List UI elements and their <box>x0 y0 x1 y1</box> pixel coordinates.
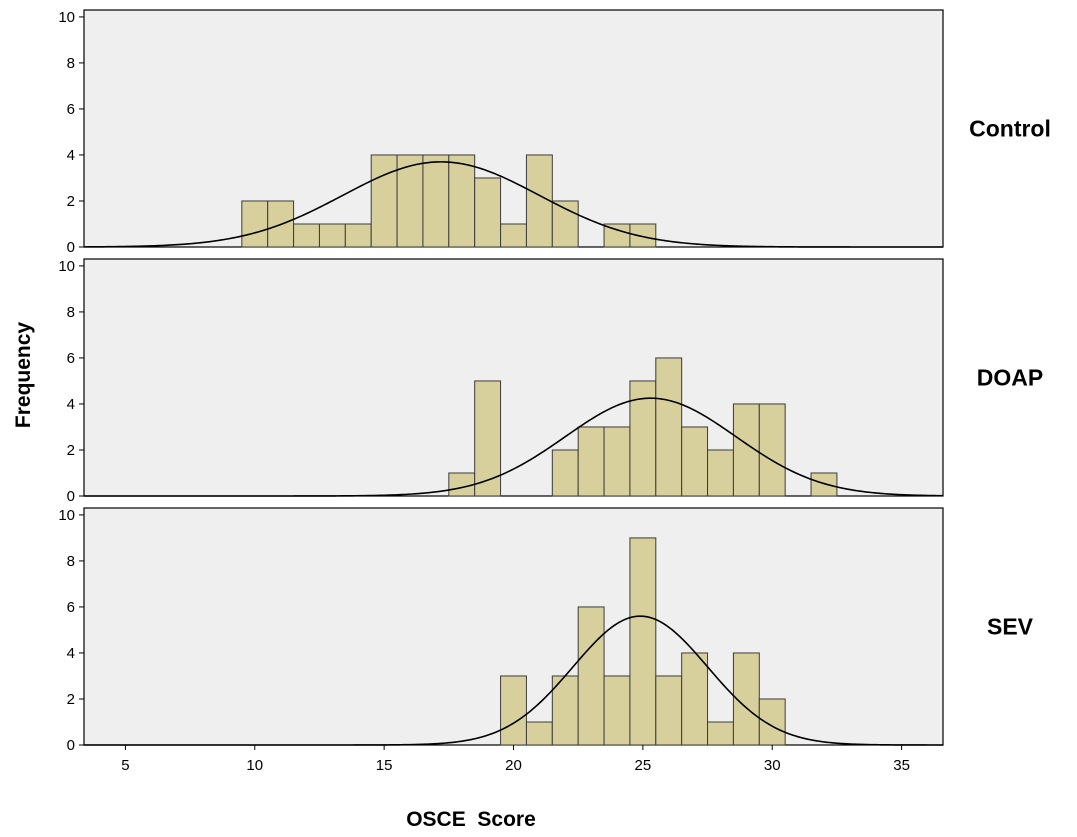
y-tick-label: 10 <box>58 9 75 26</box>
histogram-bar <box>810 472 838 497</box>
histogram-bar <box>707 449 734 497</box>
panel-control: 0 2 4 6 8 10 Control <box>58 9 1051 256</box>
y-tick-label: 0 <box>67 239 75 256</box>
y-tick-label: 4 <box>67 396 75 413</box>
x-tick-label: 25 <box>635 757 652 774</box>
y-tick-label: 0 <box>67 737 75 754</box>
x-tick-label: 35 <box>893 757 910 774</box>
y-tick-label: 10 <box>58 258 75 275</box>
y-tick-label: 4 <box>67 645 75 662</box>
histogram-bar <box>474 177 502 248</box>
histogram-bar <box>500 675 527 746</box>
y-tick-label: 6 <box>67 350 75 367</box>
normal-curve <box>83 161 943 248</box>
histogram-bar <box>293 223 320 248</box>
normal-curve <box>84 615 943 746</box>
y-tick-label: 8 <box>67 553 75 570</box>
histogram-bar <box>500 223 527 248</box>
histogram-bar <box>603 675 631 746</box>
normal-curve <box>84 397 944 497</box>
y-tick-label: 2 <box>67 691 75 708</box>
histogram-bar <box>448 154 476 248</box>
histogram-bar <box>655 675 683 746</box>
y-tick-label: 6 <box>67 599 75 616</box>
histogram-bar <box>422 154 450 248</box>
y-tick-label: 10 <box>58 507 75 524</box>
histogram-bar <box>603 426 631 497</box>
histogram-bar <box>629 537 657 746</box>
x-tick-label: 5 <box>121 757 129 774</box>
y-tick-label: 0 <box>67 488 75 505</box>
histogram-bar <box>525 721 553 746</box>
histogram-bar <box>318 223 346 248</box>
histogram-bar <box>551 449 579 497</box>
panel-background <box>83 258 944 497</box>
y-tick-label: 4 <box>67 147 75 164</box>
histogram-bar <box>758 698 786 746</box>
y-axis-title: Frequency <box>12 322 35 429</box>
y-tick-label: 8 <box>67 304 75 321</box>
y-tick-label: 2 <box>67 442 75 459</box>
histogram-bar <box>655 357 683 497</box>
x-tick-label: 15 <box>376 757 393 774</box>
histogram-bar <box>241 200 269 248</box>
histogram-bar <box>577 606 605 746</box>
panel-background <box>83 9 944 248</box>
y-tick-label: 6 <box>67 101 75 118</box>
histogram-bar <box>681 652 709 746</box>
x-tick-label: 30 <box>764 757 781 774</box>
panel-doap: 0 2 4 6 8 10 DOAP <box>58 258 1043 505</box>
group-label: DOAP <box>977 365 1043 391</box>
histogram-bar <box>370 154 398 248</box>
group-label: SEV <box>987 614 1034 640</box>
y-tick-label: 2 <box>67 193 75 210</box>
panel-sev: 0 2 4 6 8 10 SEV <box>58 507 1033 754</box>
histogram-bar <box>267 200 295 248</box>
histogram-bar <box>758 403 786 497</box>
histogram-bar <box>629 223 657 248</box>
histogram-bar <box>344 223 372 248</box>
y-tick-label: 8 <box>67 55 75 72</box>
group-label: Control <box>969 116 1051 142</box>
x-tick-label: 10 <box>246 757 263 774</box>
histogram-bar <box>577 426 605 497</box>
x-tick-label: 20 <box>505 757 522 774</box>
histogram-bar <box>551 675 579 746</box>
x-axis-title: OSCE Score <box>406 808 536 831</box>
histogram-bar <box>681 426 709 497</box>
histogram-bar <box>707 721 734 746</box>
histogram-bar <box>474 380 502 497</box>
histogram-bar <box>448 472 476 497</box>
